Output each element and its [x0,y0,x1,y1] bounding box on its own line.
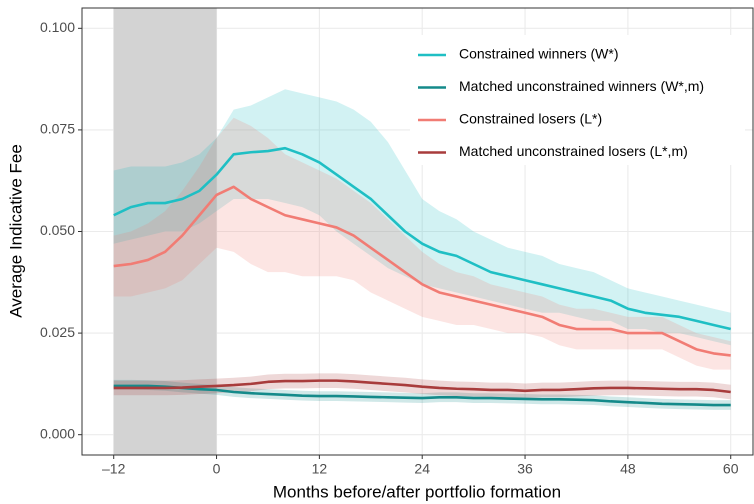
x-tick-label: 0 [213,461,221,477]
y-tick-label: 0.000 [40,425,75,441]
x-tick-label: 48 [620,461,636,477]
x-axis-title: Months before/after portfolio formation [273,482,561,501]
x-tick-label: 24 [414,461,430,477]
series-line [113,146,732,331]
x-tick-label: 36 [517,461,533,477]
series-line [113,379,731,394]
x-tick-label: 12 [312,461,328,477]
legend-label: Constrained winners (W*) [459,46,619,62]
legend-label: Matched unconstrained losers (L*,m) [459,143,688,159]
y-tick-label: 0.050 [40,222,75,238]
y-tick-label: 0.100 [40,19,75,35]
confidence-band [113,89,731,346]
y-tick-label: 0.075 [40,121,75,137]
confidence-band [113,379,731,410]
y-axis-title: Average Indicative Fee [6,144,25,318]
series-line [113,185,731,357]
legend-box [410,35,745,165]
y-tick-label: 0.025 [40,324,75,340]
legend-label: Matched unconstrained winners (W*,m) [459,78,704,94]
shaded-region [113,8,217,455]
x-tick-label: 60 [723,461,739,477]
legend-label: Constrained losers (L*) [459,111,602,127]
series-line [113,384,731,407]
confidence-band [113,117,731,370]
x-tick-label: –12 [102,461,126,477]
